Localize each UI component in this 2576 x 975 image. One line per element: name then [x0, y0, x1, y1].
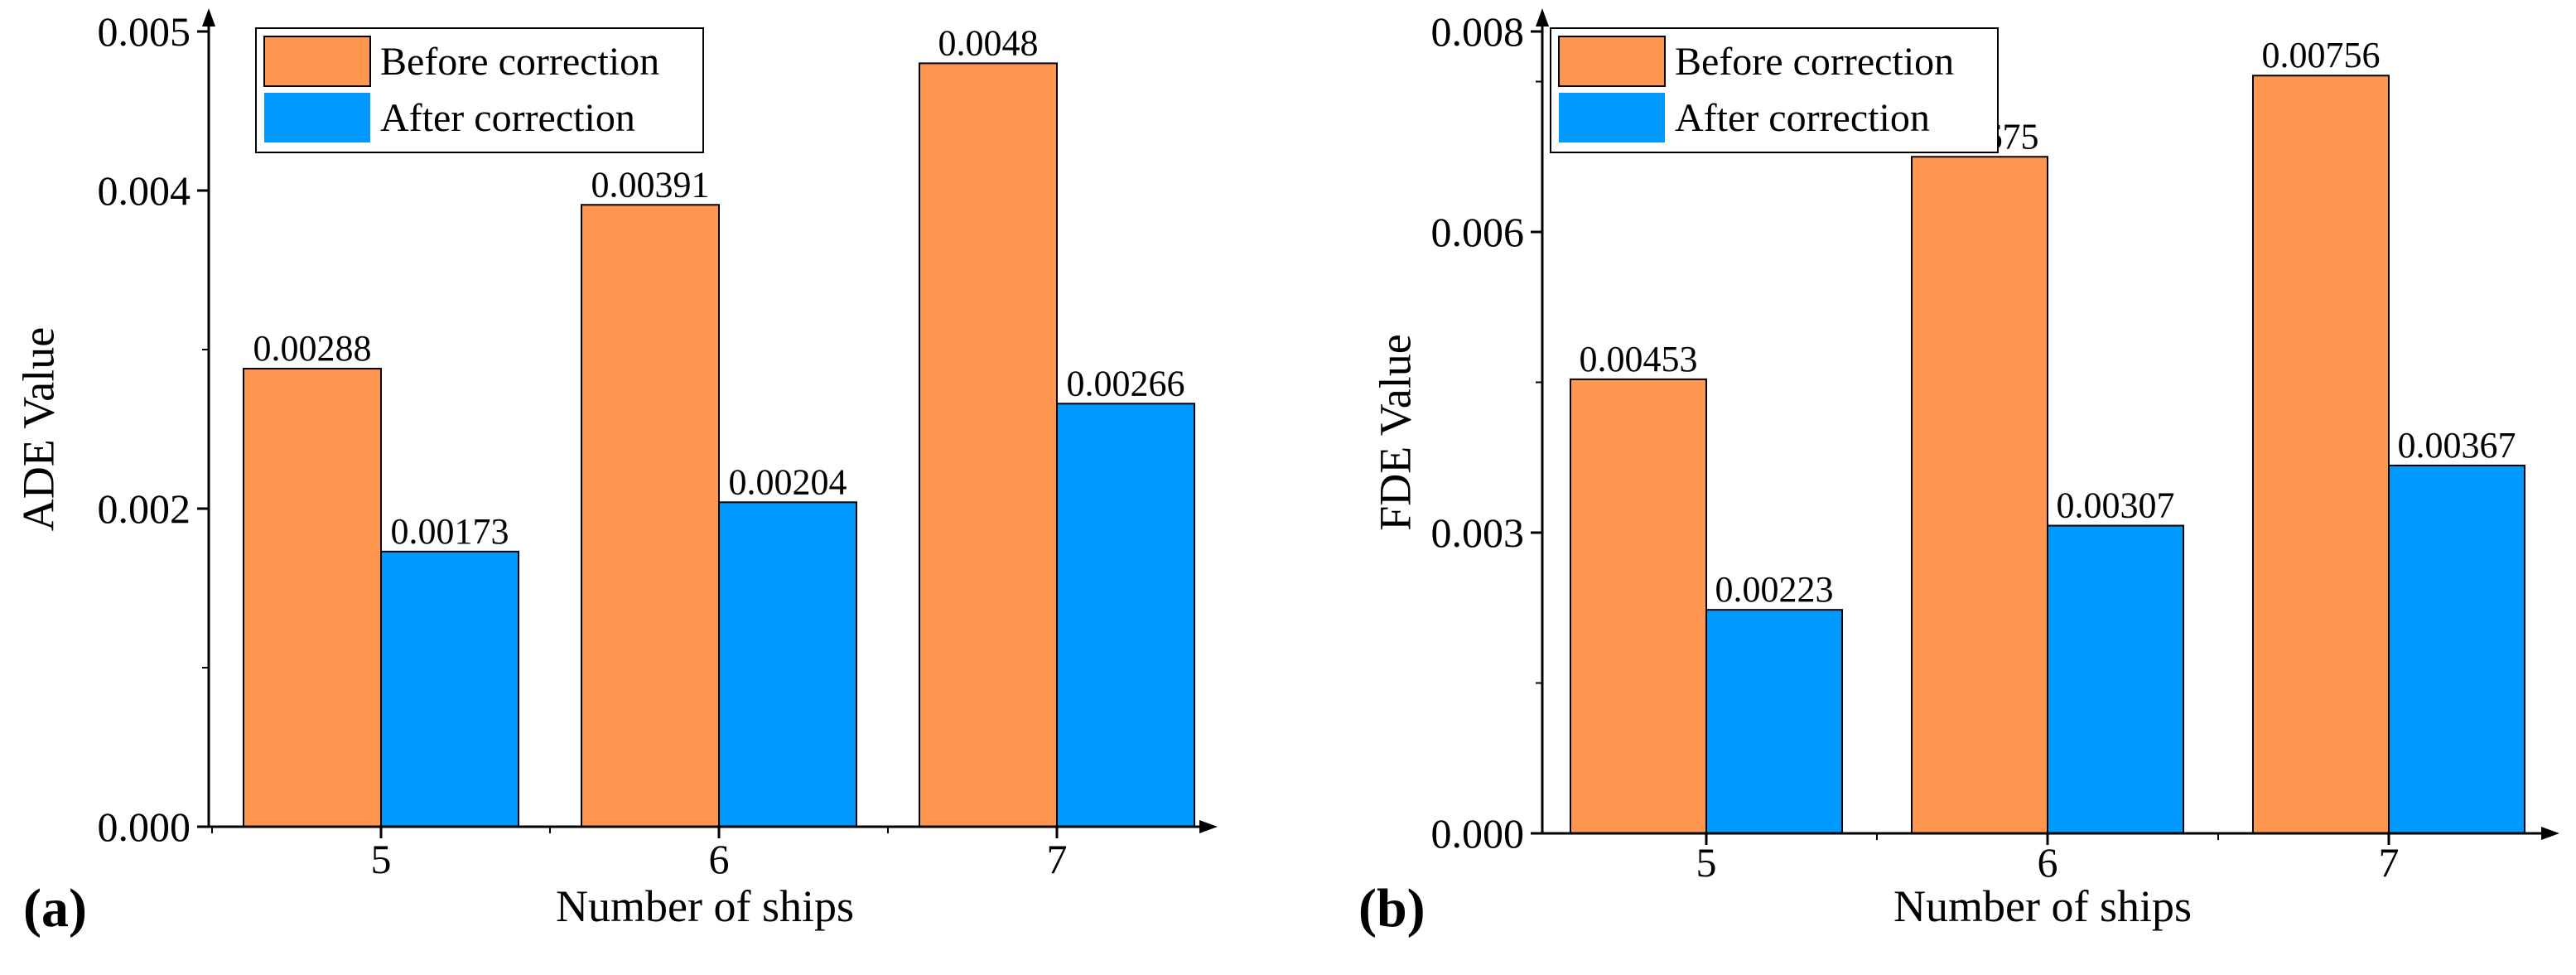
x-tick-label: 5 [371, 836, 392, 882]
data-label-before-5: 0.00288 [253, 328, 372, 369]
x-tick-label: 7 [2379, 839, 2400, 886]
x-tick-label: 6 [2038, 839, 2058, 886]
bar-after-7 [2388, 464, 2525, 834]
legend-swatch-before [263, 36, 371, 87]
legend-label-after: After correction [380, 96, 635, 140]
panel-label: (b) [1358, 878, 1425, 939]
x-tick-label: 7 [1047, 836, 1068, 882]
data-label-after-5: 0.00173 [391, 511, 509, 552]
bar-before-5 [1570, 378, 1707, 834]
y-axis-arrow [202, 8, 215, 27]
data-label-before-7: 0.0048 [938, 22, 1039, 63]
legend-label-after: After correction [1675, 96, 1930, 140]
y-tick-label: 0.006 [1431, 209, 1525, 255]
legend-label-before: Before correction [380, 40, 659, 84]
x-axis-title: Number of ships [1893, 881, 2192, 931]
panel-label: (a) [23, 878, 87, 939]
x-tick-label: 6 [709, 836, 730, 882]
bar-after-6 [718, 501, 857, 828]
bar-after-5 [1705, 609, 1843, 834]
chart-panel-b: 0.004530.0022350.006750.0030760.007560.0… [1358, 8, 2559, 939]
y-tick-label: 0.000 [1431, 810, 1525, 857]
y-tick-label-top: 0.005 [98, 8, 191, 55]
bar-before-6 [581, 204, 720, 828]
x-axis-arrow [1199, 820, 1218, 833]
y-tick-label-top: 0.008 [1431, 8, 1525, 55]
chart-panel-a: 0.00288 0.00173 5 0.00391 0.00204 6 0.0048 0.00… [13, 8, 1218, 939]
bar-before-7 [2252, 75, 2390, 835]
bar-before-7 [919, 62, 1058, 828]
y-tick-label: 0.000 [98, 804, 191, 850]
bar-before-5 [243, 368, 382, 828]
y-tick-label: 0.004 [98, 167, 191, 214]
legend-label-before: Before correction [1675, 40, 1954, 84]
data-label-after-7: 0.00367 [2398, 425, 2516, 466]
x-tick-label: 5 [1696, 839, 1717, 886]
y-tick-label: 0.003 [1431, 509, 1525, 556]
legend-swatch-after [264, 93, 370, 142]
data-label-after-6: 0.00307 [2057, 485, 2175, 526]
bar-after-7 [1056, 403, 1195, 828]
legend-swatch-before [1558, 36, 1666, 87]
data-label-before-5: 0.00453 [1580, 339, 1698, 379]
x-axis-title: Number of ships [556, 881, 854, 931]
y-axis-arrow [1536, 8, 1549, 27]
x-axis-arrow [2541, 827, 2559, 840]
y-axis-title: ADE Value [13, 327, 63, 531]
bar-after-5 [380, 550, 519, 828]
y-axis-title: FDE Value [1370, 334, 1420, 531]
data-label-before-6: 0.00391 [591, 164, 710, 205]
legend-swatch-after [1559, 93, 1665, 142]
data-label-before-7: 0.00756 [2262, 35, 2381, 75]
data-label-after-6: 0.00204 [729, 461, 847, 502]
y-tick-label: 0.002 [98, 485, 191, 532]
bar-after-6 [2047, 524, 2184, 835]
data-label-after-7: 0.00266 [1067, 363, 1185, 403]
bar-before-6 [1911, 156, 2048, 834]
data-label-after-5: 0.00223 [1715, 569, 1834, 610]
